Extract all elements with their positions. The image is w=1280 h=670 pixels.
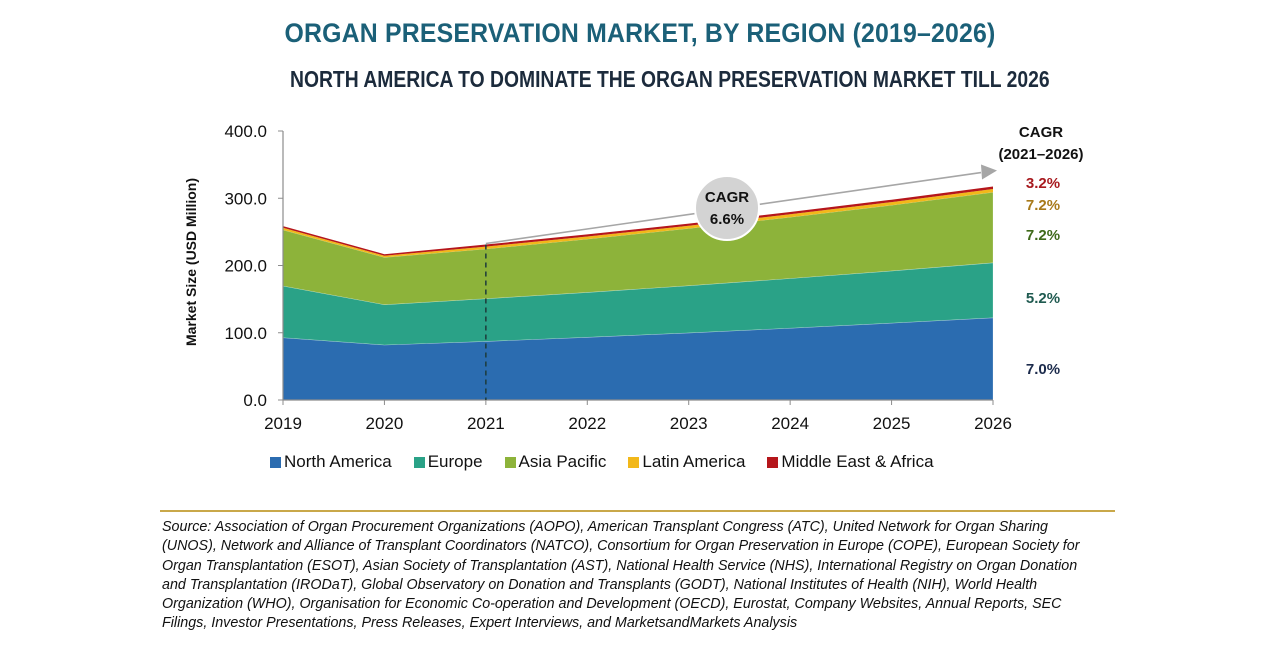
area-layers: [282, 186, 994, 401]
legend-swatch: [767, 456, 779, 468]
x-tick-label: 2025: [873, 414, 911, 433]
cagr-header-line1: CAGR: [1019, 124, 1063, 141]
y-tick-label: 300.0: [224, 189, 267, 208]
y-tick-label: 200.0: [224, 257, 267, 276]
x-tick-label: 2023: [670, 414, 708, 433]
x-tick-label: 2021: [467, 414, 505, 433]
cagr-bubble-circle: [694, 175, 760, 241]
legend-swatch: [413, 456, 425, 468]
series-cagr-labels: 7.0% 5.2% 7.2% 7.2% 3.2%: [1026, 175, 1060, 378]
y-tick-label: 0.0: [243, 391, 267, 410]
cagr-label: 3.2%: [1026, 175, 1060, 192]
x-tick-label: 2022: [568, 414, 606, 433]
legend-item: Middle East & Africa: [767, 452, 934, 472]
x-tick-label: 2020: [366, 414, 404, 433]
area-europe: [282, 262, 994, 346]
legend-label: North America: [284, 452, 392, 471]
x-tick-label: 2019: [264, 414, 302, 433]
axes: [278, 130, 994, 405]
legend-item: Europe: [413, 452, 483, 472]
y-tick-label: 100.0: [224, 324, 267, 343]
legend-item: Asia Pacific: [504, 452, 607, 472]
divider-rule: [160, 510, 1115, 512]
legend-swatch: [628, 456, 640, 468]
legend-swatch: [504, 456, 516, 468]
legend-label: Asia Pacific: [518, 452, 607, 471]
cagr-label: 7.0%: [1026, 361, 1060, 378]
cagr-label: 5.2%: [1026, 290, 1060, 307]
legend-label: Middle East & Africa: [781, 452, 934, 471]
x-tick-labels: 2019 2020 2021 2022 2023 2024 2025 2026: [264, 414, 1012, 433]
cagr-bubble-label: CAGR: [705, 189, 749, 206]
y-axis-title: Market Size (USD Million): [183, 178, 199, 346]
y-tick-label: 400.0: [224, 122, 267, 141]
x-tick-label: 2026: [974, 414, 1012, 433]
source-text: Source: Association of Organ Procurement…: [162, 519, 1080, 632]
chart-subtitle: NORTH AMERICA TO DOMINATE THE ORGAN PRES…: [290, 66, 1050, 92]
legend-swatch: [270, 456, 281, 468]
legend-item: Latin America: [628, 452, 745, 472]
cagr-header-line2: (2021–2026): [998, 146, 1083, 163]
cagr-label: 7.2%: [1026, 197, 1060, 214]
y-tick-labels: 0.0 100.0 200.0 300.0 400.0: [224, 122, 267, 410]
legend: North America Europe Asia Pacific Latin Ame…: [270, 452, 934, 472]
cagr-bubble: CAGR 6.6%: [694, 175, 760, 241]
x-tick-label: 2024: [771, 414, 809, 433]
chart-title: ORGAN PRESERVATION MARKET, BY REGION (20…: [284, 18, 996, 48]
cagr-bubble-value: 6.6%: [710, 211, 744, 228]
legend-label: Latin America: [642, 452, 746, 471]
trend-arrow-head: [981, 164, 997, 180]
area-chart: 2019 2020 2021 2022 2023 2024 2025 2026 0.0 100.…: [183, 122, 1084, 433]
cagr-label: 7.2%: [1026, 227, 1060, 244]
legend-item: North America: [270, 452, 392, 472]
legend-label: Europe: [427, 452, 483, 471]
